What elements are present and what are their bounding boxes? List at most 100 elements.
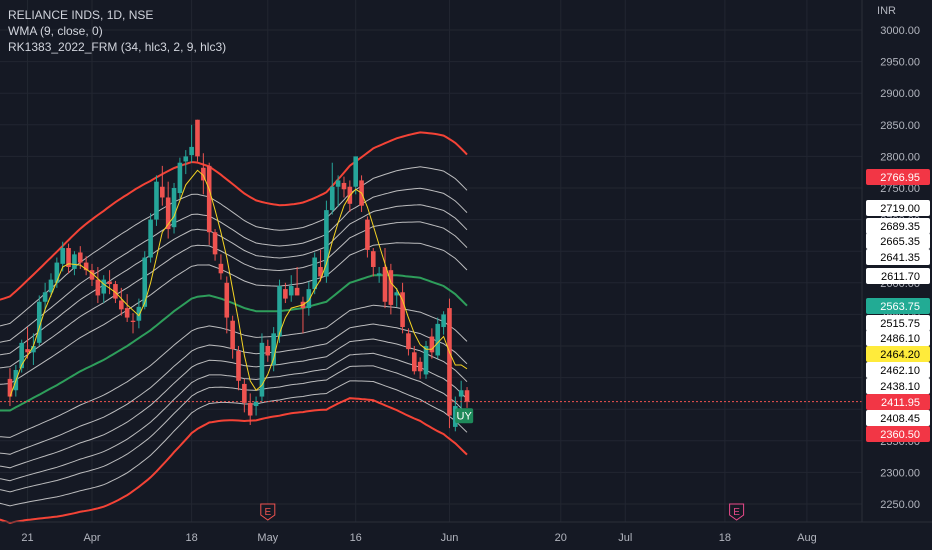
price-label: 2766.95 xyxy=(880,172,920,184)
wma-path xyxy=(9,169,468,397)
price-label: 2641.35 xyxy=(880,252,920,264)
candle-body xyxy=(189,146,194,156)
time-tick-label: Jul xyxy=(618,532,632,544)
price-label: 2411.95 xyxy=(881,397,920,409)
time-tick-label: May xyxy=(257,532,278,544)
candle-body xyxy=(341,182,347,190)
candle-body xyxy=(406,333,411,350)
candle-body xyxy=(382,267,388,302)
candle-body xyxy=(66,248,71,267)
candle-body xyxy=(288,285,294,296)
candle-body xyxy=(165,197,171,230)
earnings-marker: E xyxy=(260,503,276,521)
earnings-marker: E xyxy=(729,503,745,521)
band-line xyxy=(0,338,468,469)
price-label-box xyxy=(866,298,930,314)
candle-body xyxy=(464,390,470,402)
candle-body xyxy=(324,210,329,277)
price-label: 2515.75 xyxy=(880,318,920,330)
candle-body xyxy=(124,308,130,318)
price-label: 2464.20 xyxy=(880,349,920,361)
time-tick-label: Jun xyxy=(441,532,459,544)
candle-body xyxy=(253,401,259,407)
candle-body xyxy=(212,232,218,255)
candle-body xyxy=(447,308,452,416)
price-label: 2563.75 xyxy=(880,301,920,313)
candle-body xyxy=(101,279,107,294)
signal-badge xyxy=(455,408,474,424)
price-tick-label: 2250.00 xyxy=(880,499,920,511)
candle-body xyxy=(25,349,30,353)
candle-body xyxy=(160,186,165,198)
price-label-box xyxy=(866,426,930,442)
price-label-box xyxy=(866,330,930,346)
candle-body xyxy=(42,292,48,302)
price-tick-label: 2800.00 xyxy=(880,151,920,163)
candle-body xyxy=(365,219,370,250)
grid xyxy=(0,0,862,522)
candle-body xyxy=(388,270,394,305)
price-label: 2408.45 xyxy=(880,413,920,425)
candle-body xyxy=(218,263,224,274)
candles xyxy=(7,119,470,432)
candle-body xyxy=(136,306,142,321)
time-tick-label: Apr xyxy=(83,532,100,544)
chart-legend: RELIANCE INDS, 1D, NSE WMA (9, close, 0)… xyxy=(8,7,226,55)
candle-body xyxy=(89,270,95,280)
price-label-box xyxy=(866,233,930,249)
candle-body xyxy=(441,314,446,328)
candle-body xyxy=(183,156,189,162)
markers: UY E E xyxy=(0,401,862,521)
price-label: 2689.35 xyxy=(880,221,920,233)
candle-body xyxy=(31,346,36,353)
indicator-legend[interactable]: RK1383_2022_FRM (34, hlc3, 2, 9, hlc3) xyxy=(8,40,227,54)
time-tick-label: 18 xyxy=(719,532,731,544)
price-label-box xyxy=(866,410,930,426)
earnings-marker-shape xyxy=(729,503,745,521)
band-line xyxy=(0,365,468,493)
earnings-marker-label: E xyxy=(733,507,740,518)
symbol-title[interactable]: RELIANCE INDS, 1D, NSE xyxy=(8,8,154,22)
candle-body xyxy=(236,351,241,381)
band-line xyxy=(0,242,468,385)
price-label-box xyxy=(866,268,930,284)
candle-body xyxy=(277,285,282,337)
candle-body xyxy=(271,333,276,365)
price-label: 2462.10 xyxy=(880,365,920,377)
price-label: 2360.50 xyxy=(880,429,920,441)
candle-body xyxy=(400,292,405,328)
price-tick-label: 2850.00 xyxy=(880,120,920,132)
price-tick-label: 3000.00 xyxy=(880,25,920,37)
candle-body xyxy=(142,257,148,307)
candle-body xyxy=(7,378,13,397)
price-label-box xyxy=(866,378,930,394)
candle-body xyxy=(335,180,341,187)
signal-badge-label: UY xyxy=(457,411,473,423)
candle-body xyxy=(435,323,441,356)
price-label-box xyxy=(866,315,930,331)
candle-body xyxy=(242,383,247,403)
candle-body xyxy=(95,279,101,296)
candle-body xyxy=(423,346,429,375)
price-labels: 2766.95 2719.00 2689.35 2665.35 2641.35 2611.… xyxy=(866,169,930,442)
band-line xyxy=(0,380,468,507)
price-label-box xyxy=(866,394,930,410)
candle-body xyxy=(107,281,112,285)
candle-body xyxy=(394,292,400,296)
candle-body xyxy=(119,300,124,310)
wma-legend[interactable]: WMA (9, close, 0) xyxy=(8,24,103,38)
price-label: 2486.10 xyxy=(880,333,920,345)
candle-body xyxy=(83,262,89,271)
candle-body xyxy=(54,262,60,283)
price-tick-label: 2950.00 xyxy=(880,57,920,69)
price-label-box xyxy=(866,169,930,185)
candle-body xyxy=(318,267,323,277)
wma-line xyxy=(9,169,468,397)
price-label-box xyxy=(866,218,930,234)
candle-body xyxy=(329,186,335,211)
candle-body xyxy=(458,390,464,397)
candle-body xyxy=(265,346,271,356)
